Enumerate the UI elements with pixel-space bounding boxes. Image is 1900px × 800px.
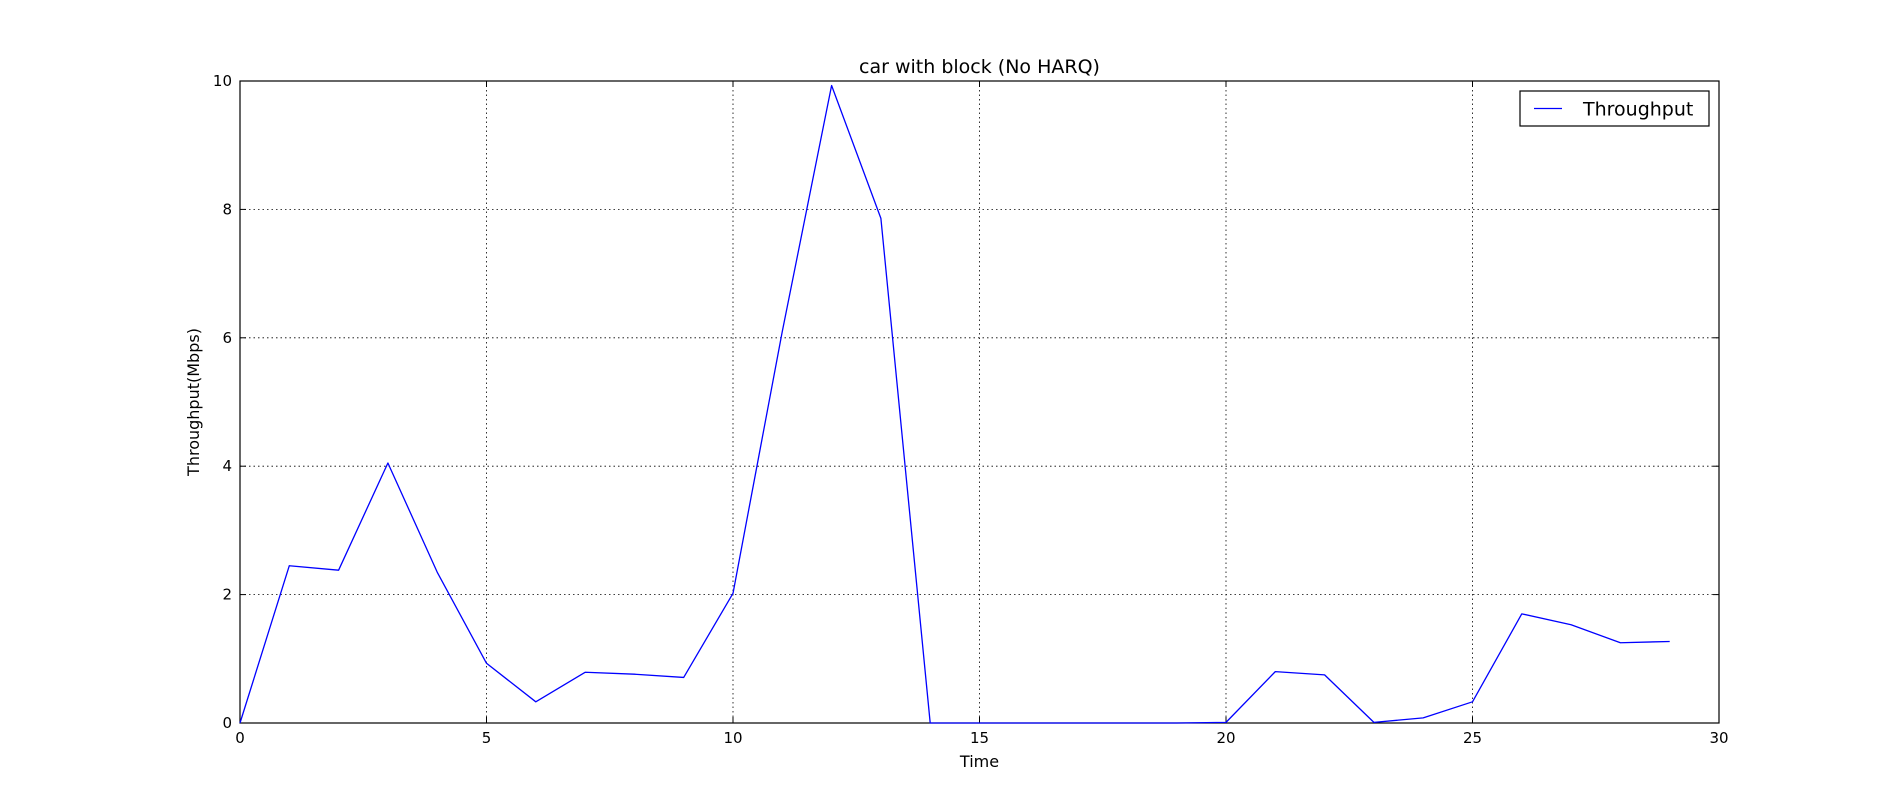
y-axis-label: Throughput(Mbps) [184,328,203,477]
series-line-throughput [239,84,1670,724]
chart-title: car with block (No HARQ) [859,56,1100,78]
y-tick-label: 6 [222,329,232,347]
legend-label-throughput: Throughput [1582,99,1693,121]
y-tick-label: 8 [222,200,232,218]
x-tick-label: 25 [1463,729,1482,747]
x-tick-label: 0 [235,729,245,747]
y-tick-label: 4 [222,457,232,475]
series-layer [239,84,1670,724]
x-tick-label: 15 [970,729,989,747]
x-tick-label: 5 [482,729,492,747]
x-axis-label: Time [959,752,999,771]
y-tick-label: 0 [222,714,232,732]
y-tick-label: 10 [213,72,232,90]
y-tick-label: 2 [222,586,232,604]
legend: Throughput [1519,90,1710,127]
axis-ticks: 0 5 10 15 20 25 30 0 2 4 6 8 10 [213,72,1729,747]
grid-lines [240,81,1719,723]
x-tick-label: 10 [723,729,742,747]
x-tick-label: 20 [1216,729,1235,747]
x-tick-label: 30 [1709,729,1728,747]
